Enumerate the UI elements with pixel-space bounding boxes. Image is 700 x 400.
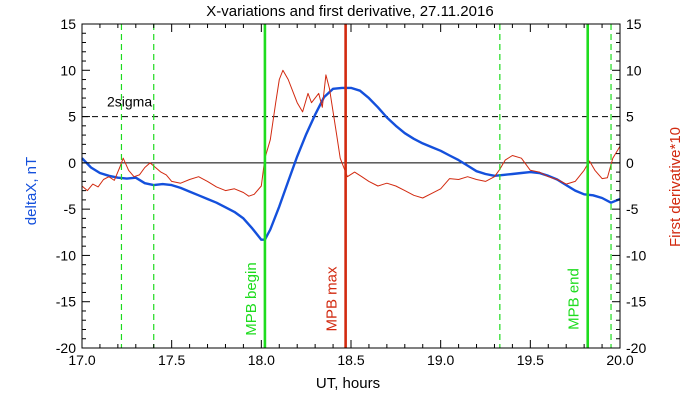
x-tick-label: 20.0 bbox=[606, 352, 633, 368]
y-tick-label-right: -5 bbox=[626, 201, 639, 217]
y-tick-label-left: -15 bbox=[56, 294, 76, 310]
y-tick-label-right: -20 bbox=[626, 340, 646, 356]
y-tick-label-left: 5 bbox=[68, 109, 76, 125]
plot-frame bbox=[81, 23, 621, 349]
y-tick-label-left: 15 bbox=[60, 16, 76, 32]
y-axis-left-label: deltaX, nT bbox=[23, 157, 40, 225]
x-tick-label: 19.5 bbox=[517, 352, 544, 368]
threshold-label: 2sigma bbox=[107, 94, 152, 110]
x-tick-label: 18.5 bbox=[337, 352, 364, 368]
x-tick-label: 19.0 bbox=[427, 352, 454, 368]
deltax-series-line bbox=[81, 86, 621, 241]
y-tick-label-right: -15 bbox=[626, 294, 646, 310]
vertical-markers: MPB begin MPB max MPB end bbox=[120, 24, 612, 348]
derivative-series-line bbox=[81, 69, 621, 199]
y-tick-label-left: 0 bbox=[68, 155, 76, 171]
x-axis-label: UT, hours bbox=[316, 375, 380, 392]
y-tick-label-right: 10 bbox=[626, 62, 642, 78]
x-tick-label: 17.0 bbox=[68, 352, 95, 368]
y-tick-label-right: 0 bbox=[626, 155, 634, 171]
y-tick-label-left: -10 bbox=[56, 247, 76, 263]
vertical-marker-label: MPB max bbox=[324, 266, 341, 332]
y-tick-label-right: -10 bbox=[626, 247, 646, 263]
y-tick-label-left: -5 bbox=[64, 201, 77, 217]
y-tick-label-right: 5 bbox=[626, 109, 634, 125]
reference-lines: 2sigma bbox=[82, 94, 620, 164]
axes: 17.0 17.5 18.0 18.5 19.0 19.5 20.0-20-15-10-50… bbox=[56, 16, 647, 368]
x-tick-label: 18.0 bbox=[248, 352, 275, 368]
series-group bbox=[81, 69, 621, 241]
y-tick-label-left: -20 bbox=[56, 340, 76, 356]
x-tick-label: 17.5 bbox=[158, 352, 185, 368]
y-axis-right-label: First derivative*10 bbox=[667, 127, 684, 247]
y-tick-label-right: 15 bbox=[626, 16, 642, 32]
vertical-marker-label: MPB begin bbox=[243, 262, 260, 335]
chart-title: X-variations and first derivative, 27.11… bbox=[206, 3, 493, 20]
vertical-marker-label: MPB end bbox=[566, 268, 583, 330]
y-tick-label-left: 10 bbox=[60, 62, 76, 78]
